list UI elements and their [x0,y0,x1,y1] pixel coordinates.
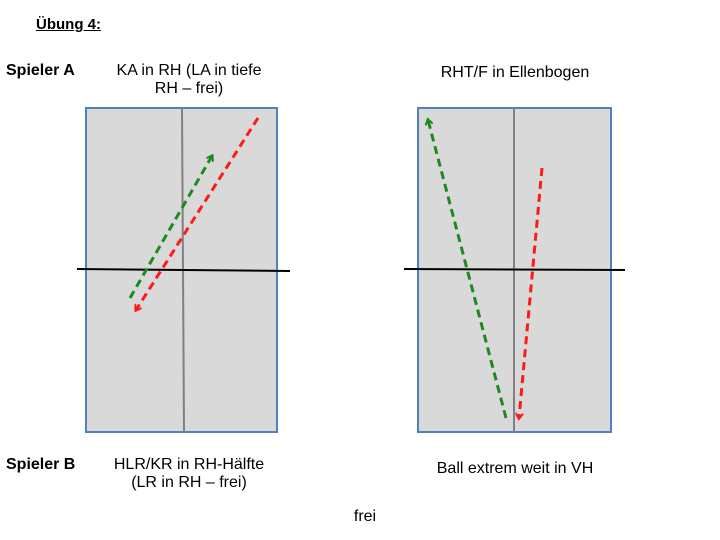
right-bottom-caption: Ball extrem weit in VH [436,460,594,477]
left-bottom-caption-line-1: HLR/KR in RH-Hälfte [113,456,265,473]
left-top-caption: KA in RH (LA in tiefe RH – frei) [104,62,274,99]
right-table-net [403,268,626,271]
left-bottom-caption-line-2: (LR in RH – frei) [131,474,247,492]
right-table [403,107,626,433]
right-red-arrow [519,167,544,418]
left-table-net [76,268,291,272]
left-top-caption-line-2: RH – frei) [154,80,224,98]
footer-text: frei [353,508,377,525]
player-a-label: Spieler A [6,62,75,79]
left-bottom-caption: HLR/KR in RH-Hälfte (LR in RH – frei) [104,456,274,493]
left-table [76,107,291,433]
left-green-arrow [128,156,212,299]
right-top-caption: RHT/F in Ellenbogen [440,64,590,81]
player-b-label: Spieler B [6,456,76,473]
left-red-arrow [136,117,260,310]
exercise-title: Übung 4: [36,16,101,33]
left-top-caption-line-1: KA in RH (LA in tiefe [116,62,262,79]
